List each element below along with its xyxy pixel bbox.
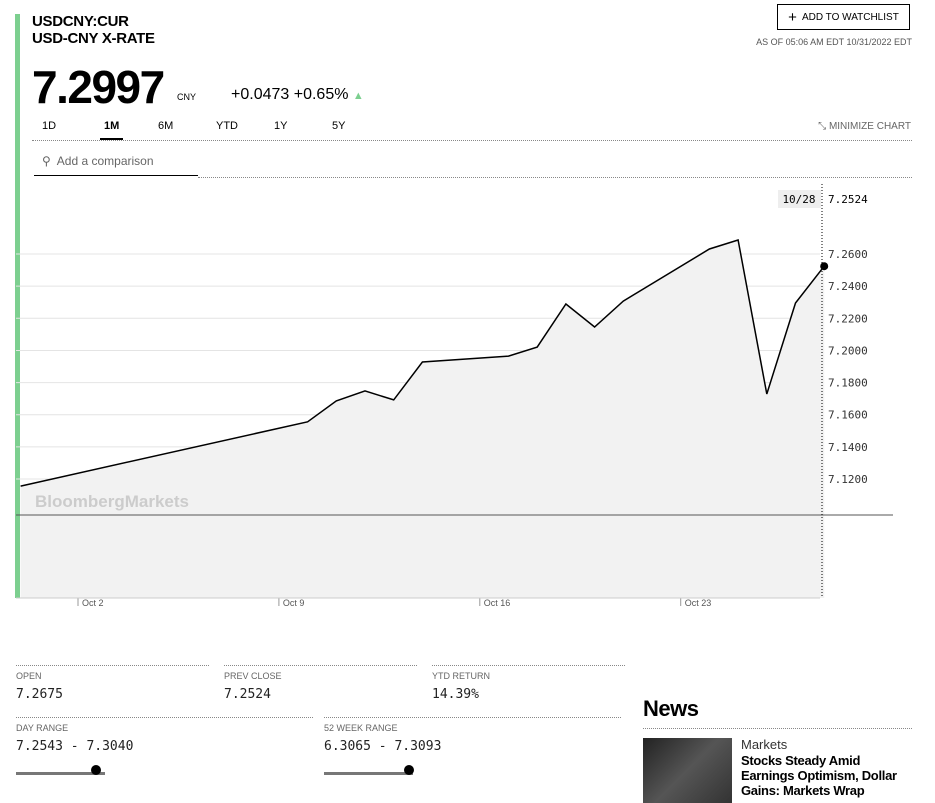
watermark: BloombergMarkets: [35, 492, 189, 511]
day-range-slider: [16, 772, 105, 775]
stat-52-week-range: 52 WEEK RANGE 6.3065 - 7.3093: [324, 723, 442, 754]
ticker-header: USDCNY:CUR USD-CNY X-RATE: [32, 13, 155, 47]
news-title: News: [643, 696, 699, 721]
stat-prev-close: PREV CLOSE 7.2524: [224, 671, 282, 702]
stat-open: OPEN 7.2675: [16, 671, 63, 702]
change-percent: +0.65%: [293, 86, 349, 103]
news-headline[interactable]: Stocks Steady Amid Earnings Optimism, Do…: [741, 753, 897, 798]
y-tick-label: 7.1600: [828, 409, 868, 422]
52-week-range-slider: [324, 772, 413, 775]
price-line: [20, 239, 825, 487]
y-tick-label: 7.1800: [828, 377, 868, 390]
news-category[interactable]: Markets: [741, 737, 788, 752]
stat-ytd-return: YTD RETURN 14.39%: [432, 671, 490, 702]
y-tick-label: 7.2400: [828, 280, 868, 293]
divider: [32, 140, 912, 141]
comparison-search-input[interactable]: ⚲ Add a comparison: [34, 146, 198, 176]
divider: [198, 177, 912, 178]
symbol: USDCNY:CUR: [32, 13, 129, 30]
x-tick-label: Oct 2: [82, 598, 104, 608]
minimize-icon: ⤡: [818, 121, 827, 132]
news-thumbnail[interactable]: [643, 738, 732, 803]
chart-area-fill: [20, 240, 825, 598]
price: 7.2997: [32, 61, 165, 113]
tab-ytd[interactable]: YTD: [216, 120, 238, 132]
plus-icon: +: [788, 8, 797, 26]
currency: CNY: [177, 92, 197, 102]
tab-1m[interactable]: 1M: [90, 120, 148, 142]
x-tick-label: Oct 16: [484, 598, 511, 608]
day-range-marker: [91, 765, 102, 775]
watchlist-label: ADD TO WATCHLIST: [801, 11, 899, 23]
price-chart[interactable]: BloombergMarkets 7.2600 7.2400 7.2200 7.200…: [0, 180, 935, 610]
price-change: +0.0473 +0.65% ▲: [231, 86, 364, 104]
y-tick-label: 7.1200: [828, 473, 868, 486]
search-icon: ⚲: [42, 153, 51, 168]
instrument-name: USD-CNY X-RATE: [32, 30, 155, 47]
y-tick-label: 7.2000: [828, 344, 868, 357]
hover-value-box: [824, 190, 876, 208]
y-tick-label: 7.2600: [828, 248, 868, 261]
minimize-chart-button[interactable]: ⤡ MINIMIZE CHART: [818, 121, 911, 132]
stat-day-range: DAY RANGE 7.2543 - 7.3040: [16, 723, 134, 754]
data-point: [820, 262, 829, 271]
tab-5y[interactable]: 5Y: [332, 120, 346, 132]
as-of-timestamp: AS OF 05:06 AM EDT 10/31/2022 EDT: [756, 37, 912, 47]
x-tick-label: Oct 9: [283, 598, 305, 608]
tab-6m[interactable]: 6M: [158, 120, 174, 132]
52-week-range-marker: [404, 765, 415, 775]
add-to-watchlist-button[interactable]: + ADD TO WATCHLIST: [777, 4, 910, 30]
tab-1d[interactable]: 1D: [42, 120, 57, 132]
y-tick-label: 7.2200: [828, 312, 868, 325]
hover-value: 7.2524: [828, 193, 868, 206]
hover-date: 10/28: [782, 193, 815, 206]
triangle-up-icon: ▲: [352, 90, 364, 102]
tab-1y[interactable]: 1Y: [274, 120, 288, 132]
y-tick-label: 7.1400: [828, 441, 868, 454]
x-tick-label: Oct 23: [685, 598, 712, 608]
change-value: +0.0473: [231, 86, 290, 103]
hover-date-box: [778, 190, 821, 208]
timeframe-tabs: 1D 1M 6M YTD 1Y 5Y: [32, 120, 380, 142]
accent-bar: [15, 14, 20, 598]
